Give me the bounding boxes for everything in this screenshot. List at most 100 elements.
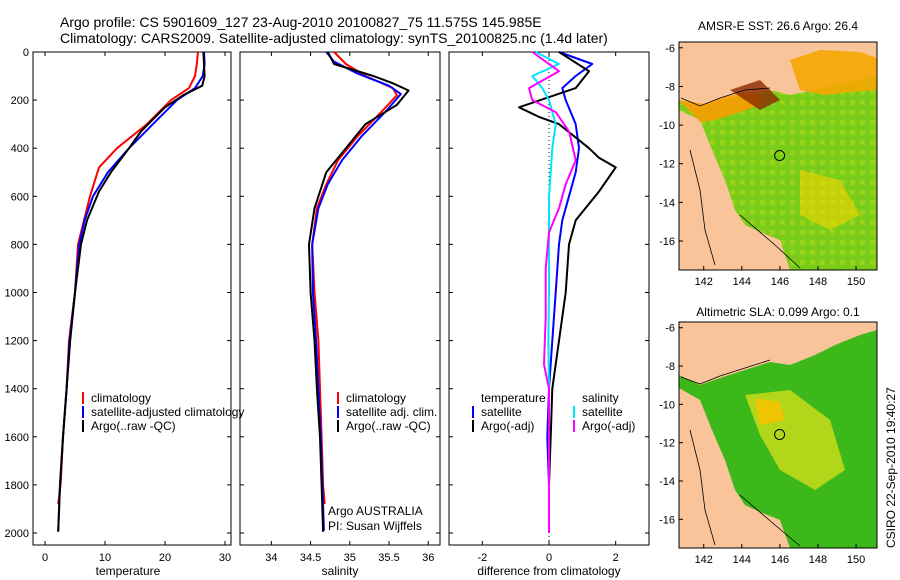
series-line-satellite bbox=[57, 51, 206, 531]
csiro-timestamp-label: CSIRO 22-Sep-2010 19:40:27 bbox=[884, 387, 898, 548]
sst-map-frame bbox=[678, 41, 878, 271]
series-line-climatology bbox=[57, 51, 199, 505]
sla-map-frame bbox=[678, 321, 878, 549]
series-line-salinity-argo bbox=[528, 51, 577, 533]
legend-label-argo: Argo(..raw -QC) bbox=[346, 419, 431, 433]
legend-label-temp-argo: Argo(-adj) bbox=[481, 419, 534, 433]
coastline-west bbox=[689, 149, 716, 266]
x-tick-label: 0 bbox=[546, 552, 552, 564]
map-y-tick-label: -16 bbox=[659, 514, 675, 526]
map-x-tick-label: 144 bbox=[733, 554, 751, 566]
difference-axis-label: difference from climatology bbox=[477, 564, 620, 578]
legend-label-satellite: satellite adj. clim. bbox=[346, 405, 437, 419]
series-line-temperature-satellite bbox=[546, 51, 594, 533]
argo-australia-label: Argo AUSTRALIA bbox=[328, 504, 423, 518]
temperature-axis-label: temperature bbox=[96, 564, 161, 578]
map-x-tick-label: 148 bbox=[809, 554, 827, 566]
map-y-tick-label: -12 bbox=[659, 159, 675, 171]
series-line-argo bbox=[308, 51, 410, 532]
sla-map-axes: 142 144 146 148 150 -6 -8 -10 -12 -14 -16 bbox=[659, 323, 865, 566]
temperature-plot: 0 10 20 30 bbox=[33, 51, 231, 564]
depth-tick-label: 2000 bbox=[5, 528, 29, 540]
sla-map-title: Altimetric SLA: 0.099 Argo: 0.1 bbox=[696, 305, 860, 319]
legend-label-satellite: satellite-adjusted climatology bbox=[91, 405, 244, 419]
pi-label: PI: Susan Wijffels bbox=[328, 519, 422, 533]
depth-tick-label: 400 bbox=[11, 143, 29, 155]
x-tick-label: 36 bbox=[422, 552, 434, 564]
legend-heading-temperature: temperature bbox=[481, 391, 546, 405]
x-tick-label: 0 bbox=[42, 552, 48, 564]
map-x-tick-label: 142 bbox=[695, 554, 713, 566]
salinity-panel-frame bbox=[239, 51, 441, 546]
map-y-tick-label: -10 bbox=[659, 399, 675, 411]
depth-tick-label: 1800 bbox=[5, 480, 29, 492]
temperature-legend: climatology satellite-adjusted climatolo… bbox=[82, 391, 244, 433]
depth-tick-label: 1000 bbox=[5, 287, 29, 299]
legend-label-climatology: climatology bbox=[346, 391, 406, 405]
depth-tick-label: 800 bbox=[11, 239, 29, 251]
map-x-tick-label: 148 bbox=[809, 276, 827, 288]
map-y-tick-label: -8 bbox=[665, 81, 675, 93]
depth-tick-label: 1600 bbox=[5, 432, 29, 444]
x-tick-label: 34.5 bbox=[300, 552, 321, 564]
map-x-tick-label: 150 bbox=[847, 554, 865, 566]
legend-heading-salinity: salinity bbox=[582, 391, 619, 405]
map-x-tick-label: 146 bbox=[771, 276, 789, 288]
warm-coastal-band bbox=[679, 92, 760, 122]
depth-tick-label: 0 bbox=[23, 47, 29, 59]
map-x-tick-label: 142 bbox=[695, 276, 713, 288]
sst-map-axes: 142 144 146 148 150 -6 -8 -10 -12 -14 -16 bbox=[659, 43, 865, 288]
x-tick-label: 20 bbox=[159, 552, 171, 564]
map-y-tick-label: -10 bbox=[659, 120, 675, 132]
series-line-argo bbox=[57, 51, 206, 532]
legend-label-climatology: climatology bbox=[91, 391, 151, 405]
map-y-tick-label: -6 bbox=[665, 43, 675, 55]
series-line-satellite bbox=[311, 51, 402, 531]
coastline-north bbox=[680, 359, 771, 385]
depth-axis: 0 200 400 600 800 1000 1200 1400 1600 1800 2000 bbox=[5, 47, 29, 540]
sst-map bbox=[679, 42, 877, 270]
x-tick-label: 35.5 bbox=[378, 552, 399, 564]
map-y-tick-label: -14 bbox=[659, 197, 675, 209]
sst-map-title: AMSR-E SST: 26.6 Argo: 26.4 bbox=[698, 19, 858, 33]
map-y-tick-label: -16 bbox=[659, 236, 675, 248]
hot-spot bbox=[730, 80, 780, 110]
map-y-tick-label: -12 bbox=[659, 438, 675, 450]
high-sla-core bbox=[755, 398, 785, 425]
coastline-west bbox=[689, 429, 716, 546]
legend-label-temp-satellite: satellite bbox=[481, 405, 522, 419]
depth-tick-label: 1400 bbox=[5, 384, 29, 396]
x-tick-label: 10 bbox=[99, 552, 111, 564]
salinity-legend: climatology satellite adj. clim. Argo(..… bbox=[328, 391, 437, 533]
warm-patch-centre bbox=[800, 170, 860, 230]
salinity-plot: 34 34.5 35 35.5 36 bbox=[240, 51, 440, 564]
x-tick-label: 35 bbox=[344, 552, 356, 564]
coastline-reef bbox=[739, 214, 801, 269]
depth-tick-label: 600 bbox=[11, 191, 29, 203]
map-x-tick-label: 150 bbox=[847, 276, 865, 288]
map-y-tick-label: -14 bbox=[659, 476, 675, 488]
difference-plot: -2 0 2 bbox=[449, 51, 649, 564]
map-x-tick-label: 146 bbox=[771, 554, 789, 566]
coastline-north bbox=[680, 87, 771, 107]
x-tick-label: 2 bbox=[613, 552, 619, 564]
warm-patch-north bbox=[790, 50, 877, 95]
map-x-tick-label: 144 bbox=[733, 276, 751, 288]
sla-map bbox=[679, 322, 877, 548]
depth-tick-label: 200 bbox=[11, 95, 29, 107]
figure-title-line1: Argo profile: CS 5901609_127 23-Aug-2010… bbox=[60, 14, 542, 30]
x-tick-label: -2 bbox=[477, 552, 487, 564]
sst-argo-location-marker bbox=[774, 150, 786, 162]
x-tick-label: 34 bbox=[265, 552, 277, 564]
legend-label-argo: Argo(..raw -QC) bbox=[91, 419, 176, 433]
legend-label-sal-argo: Argo(-adj) bbox=[582, 419, 635, 433]
figure-title-line2: Climatology: CARS2009. Satellite-adjuste… bbox=[60, 30, 608, 46]
map-y-tick-label: -6 bbox=[665, 323, 675, 335]
temperature-panel-frame bbox=[32, 51, 232, 546]
series-line-temperature-argo bbox=[518, 51, 617, 533]
series-line-climatology bbox=[311, 51, 398, 505]
difference-legend: temperature satellite Argo(-adj) salinit… bbox=[472, 391, 635, 433]
legend-label-sal-satellite: satellite bbox=[582, 405, 623, 419]
coastline-reef bbox=[739, 494, 801, 547]
